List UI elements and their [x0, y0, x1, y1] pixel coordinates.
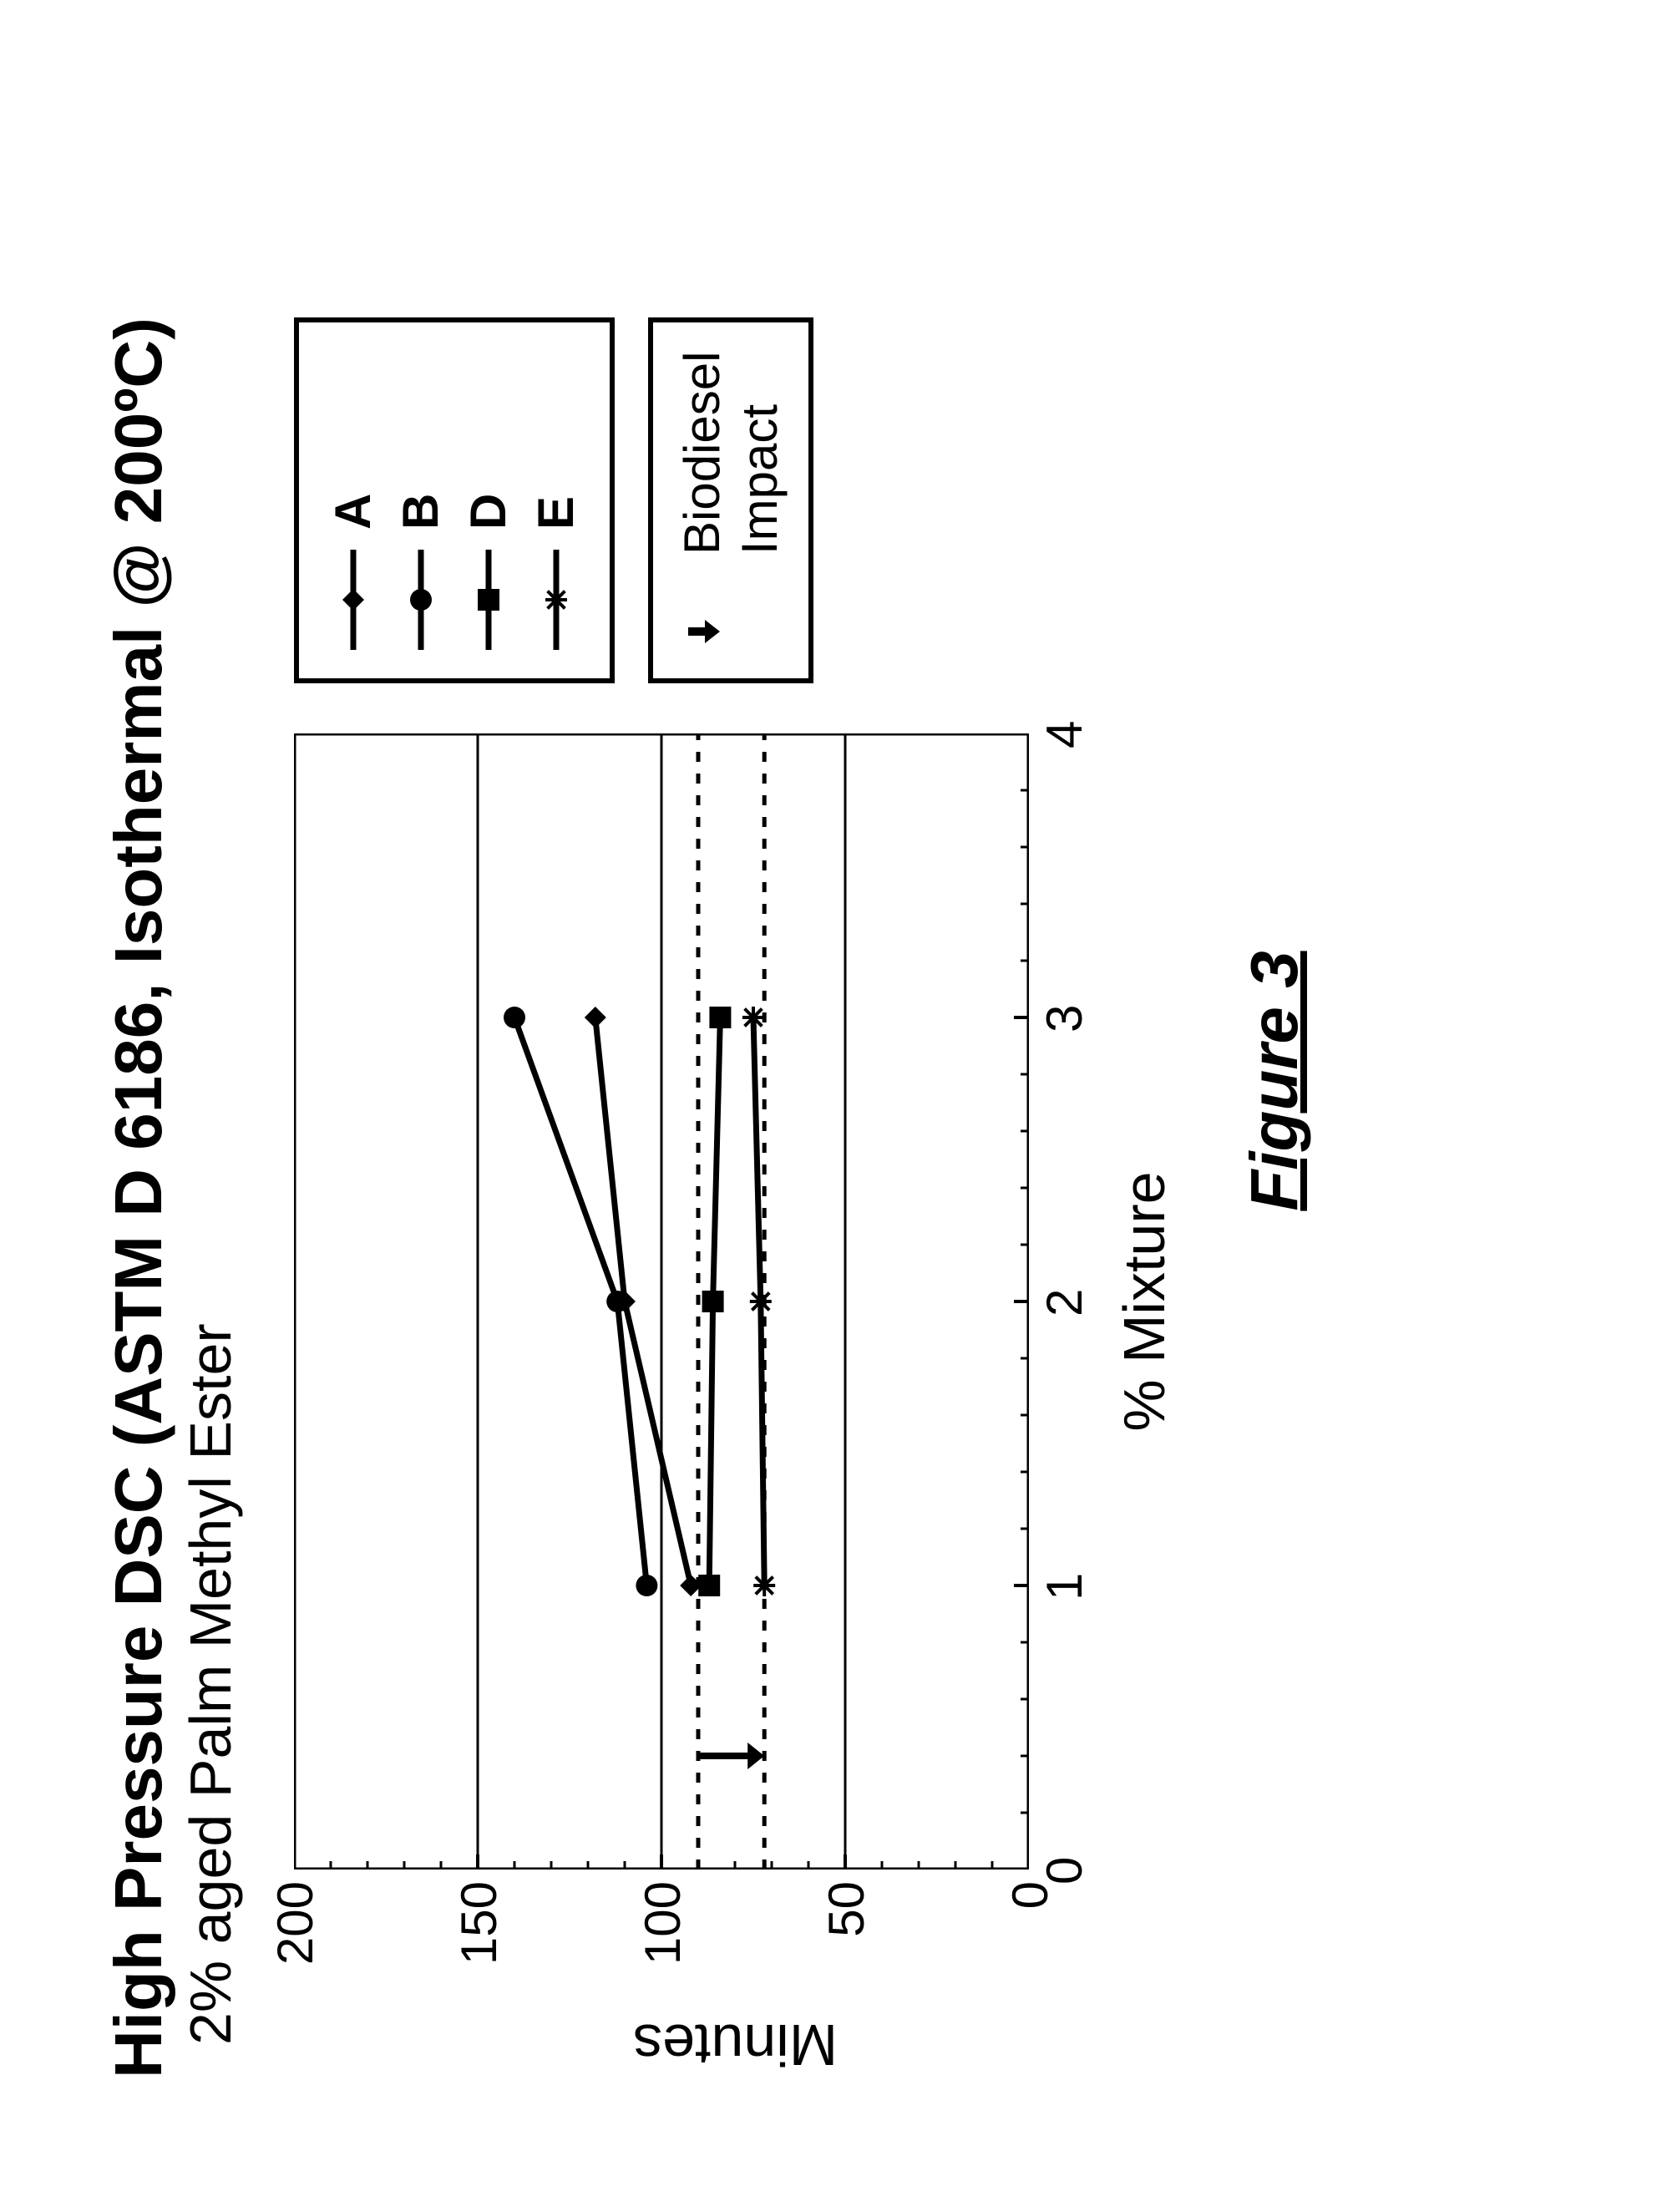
impact-line1: Biodiesel — [673, 352, 731, 556]
legend-label: B — [392, 494, 449, 530]
legend-item: D — [454, 352, 522, 651]
x-tick-labels: 01234 — [1029, 733, 1094, 1870]
legend-label: D — [459, 494, 517, 530]
down-arrow-icon — [683, 575, 722, 650]
biodiesel-impact-box: Biodiesel Impact — [648, 318, 813, 684]
x-tick-label: 1 — [1036, 1573, 1093, 1601]
figure-caption: Figure 3 — [1236, 84, 1313, 2078]
legend-label: E — [527, 496, 585, 530]
y-tick-labels: 050100150200 — [294, 1870, 1029, 1986]
legend-item: B — [387, 352, 454, 651]
y-tick-label: 200 — [266, 1881, 324, 1965]
x-axis-label: % Mixture — [1111, 1171, 1178, 1431]
y-axis-label: Minutes — [633, 1986, 838, 2078]
impact-line2: Impact — [732, 404, 788, 555]
y-tick-label: 50 — [818, 1881, 875, 1937]
legend-box: ABDE — [294, 318, 615, 684]
x-tick-label: 4 — [1036, 721, 1093, 748]
chart-title: High Pressure DSC (ASTM D 6186, Isotherm… — [100, 84, 177, 2078]
y-tick-label: 0 — [1001, 1881, 1059, 1909]
legend-item: E — [522, 352, 590, 651]
legend-label: A — [324, 494, 382, 530]
y-tick-label: 100 — [634, 1881, 692, 1965]
y-tick-label: 150 — [450, 1881, 508, 1965]
x-tick-label: 2 — [1036, 1289, 1093, 1317]
x-tick-label: 3 — [1036, 1005, 1093, 1032]
chart-subtitle: 2% aged Palm Methyl Ester — [177, 84, 244, 2045]
legend-item: A — [319, 352, 387, 651]
chart-plot — [294, 733, 1029, 1870]
x-tick-label: 0 — [1036, 1857, 1093, 1885]
